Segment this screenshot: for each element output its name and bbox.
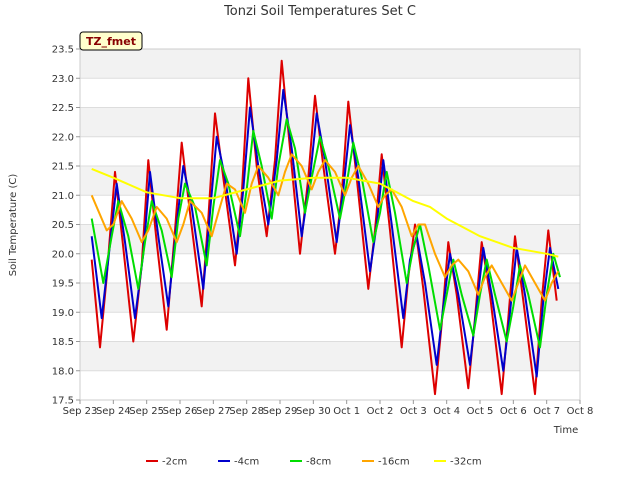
- tag-box: TZ_fmet: [79, 31, 143, 51]
- y-tick-label: 23.0: [52, 74, 74, 85]
- y-tick-label: 21.0: [52, 191, 74, 202]
- tag-label: TZ_fmet: [86, 35, 136, 48]
- x-tick-label: Oct 1: [333, 406, 360, 417]
- series-line-32cmcm: [91, 167, 559, 258]
- x-tick-label: Oct 7: [533, 406, 560, 417]
- legend-label: -8cm: [306, 457, 331, 468]
- y-tick-label: 23.5: [52, 45, 74, 56]
- series-line-16cmcm: [90, 153, 560, 302]
- y-tick-label: 22.0: [52, 132, 74, 143]
- plot-band: [80, 370, 580, 400]
- y-tick-label: 19.0: [52, 308, 74, 319]
- x-tick-label: Sep 30: [296, 406, 331, 417]
- x-tick-label: Oct 6: [500, 406, 527, 417]
- plot-band: [80, 49, 580, 79]
- series-line-8cmcm: [90, 118, 561, 349]
- plot-band: [80, 78, 580, 108]
- y-tick-label: 18.5: [52, 337, 74, 348]
- x-axis-label: Time: [553, 425, 578, 436]
- plot-band: [80, 136, 580, 166]
- legend-label: -4cm: [234, 457, 259, 468]
- y-tick-label: 17.5: [52, 396, 74, 407]
- legend: -2cm -4cm -8cm -16cm -32cm: [146, 457, 482, 468]
- y-tick-label: 21.5: [52, 162, 74, 173]
- x-tick-label: Oct 5: [467, 406, 494, 417]
- x-tick-label: Sep 26: [163, 406, 198, 417]
- x-tick-label: Sep 27: [196, 406, 231, 417]
- x-tick-label: Sep 23: [63, 406, 98, 417]
- x-tick-label: Sep 28: [229, 406, 264, 417]
- y-tick-label: 20.5: [52, 220, 74, 231]
- plot-band: [80, 253, 580, 283]
- legend-label: -32cm: [450, 457, 482, 468]
- y-axis-ticks: 17.5 18.0 18.5 19.0 19.5 20.0 20.5 21.0 21.5 22.0…: [52, 45, 80, 407]
- legend-label: -16cm: [378, 457, 410, 468]
- y-axis-label: Soil Temperature (C): [8, 174, 19, 277]
- x-tick-label: Sep 29: [263, 406, 298, 417]
- series-lines: [90, 59, 561, 396]
- x-tick-label: Oct 4: [433, 406, 460, 417]
- y-tick-label: 22.5: [52, 103, 74, 114]
- x-tick-label: Sep 24: [96, 406, 131, 417]
- legend-label: -2cm: [162, 457, 187, 468]
- plot-band: [80, 107, 580, 137]
- y-tick-label: 19.5: [52, 279, 74, 290]
- chart-title: Tonzi Soil Temperatures Set C: [223, 4, 416, 19]
- x-tick-label: Sep 25: [129, 406, 164, 417]
- x-tick-label: Oct 3: [400, 406, 427, 417]
- tag-box-background: [79, 31, 143, 51]
- y-tick-label: 20.0: [52, 249, 74, 260]
- y-tick-label: 18.0: [52, 366, 74, 377]
- x-tick-label: Oct 2: [367, 406, 394, 417]
- x-tick-label: Oct 8: [567, 406, 594, 417]
